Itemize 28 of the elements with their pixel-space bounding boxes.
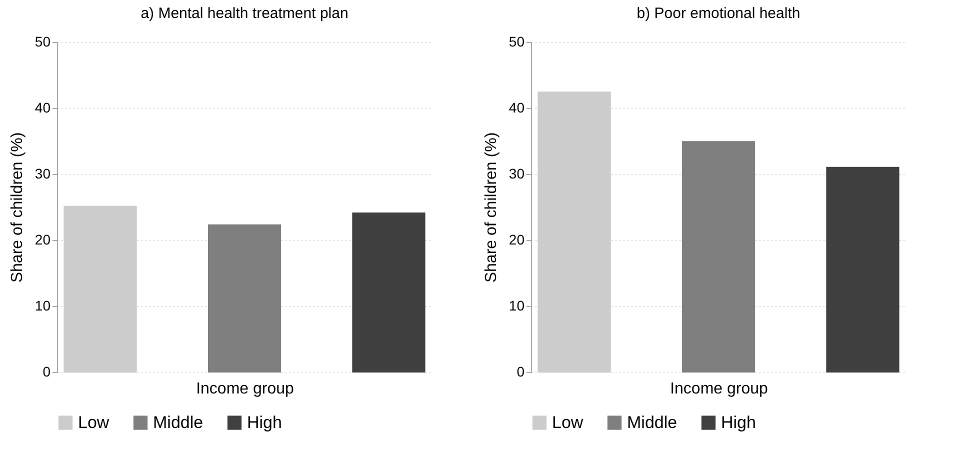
chart-title: a) Mental health treatment plan — [140, 5, 348, 22]
y-axis-title: Share of children (%) — [482, 132, 500, 283]
y-tick-label: 20 — [34, 232, 51, 248]
x-axis-title: Income group — [670, 380, 768, 398]
legend-label: Low — [78, 412, 110, 432]
legend-label: Low — [552, 412, 584, 432]
y-tick-label: 50 — [34, 34, 51, 50]
y-tick-label: 40 — [34, 100, 51, 116]
y-tick-label: 50 — [508, 34, 525, 50]
y-tick-label: 40 — [508, 100, 525, 116]
y-tick-label: 30 — [34, 166, 51, 182]
legend-label: Middle — [627, 412, 678, 432]
y-axis-title: Share of children (%) — [8, 132, 26, 283]
legend-label: Middle — [153, 412, 204, 432]
bar — [826, 166, 900, 372]
legend-label: High — [247, 412, 282, 432]
x-axis-title: Income group — [196, 380, 294, 398]
bar — [352, 212, 426, 372]
y-tick-label: 10 — [508, 298, 525, 314]
y-tick-label: 0 — [42, 364, 51, 380]
y-tick-label: 0 — [516, 364, 525, 380]
bar — [208, 224, 282, 372]
y-tick-label: 10 — [34, 298, 51, 314]
bar — [682, 141, 756, 372]
y-tick-label: 30 — [508, 166, 525, 182]
legend-label: High — [721, 412, 756, 432]
y-tick-label: 20 — [508, 232, 525, 248]
chart-title: b) Poor emotional health — [636, 5, 800, 22]
